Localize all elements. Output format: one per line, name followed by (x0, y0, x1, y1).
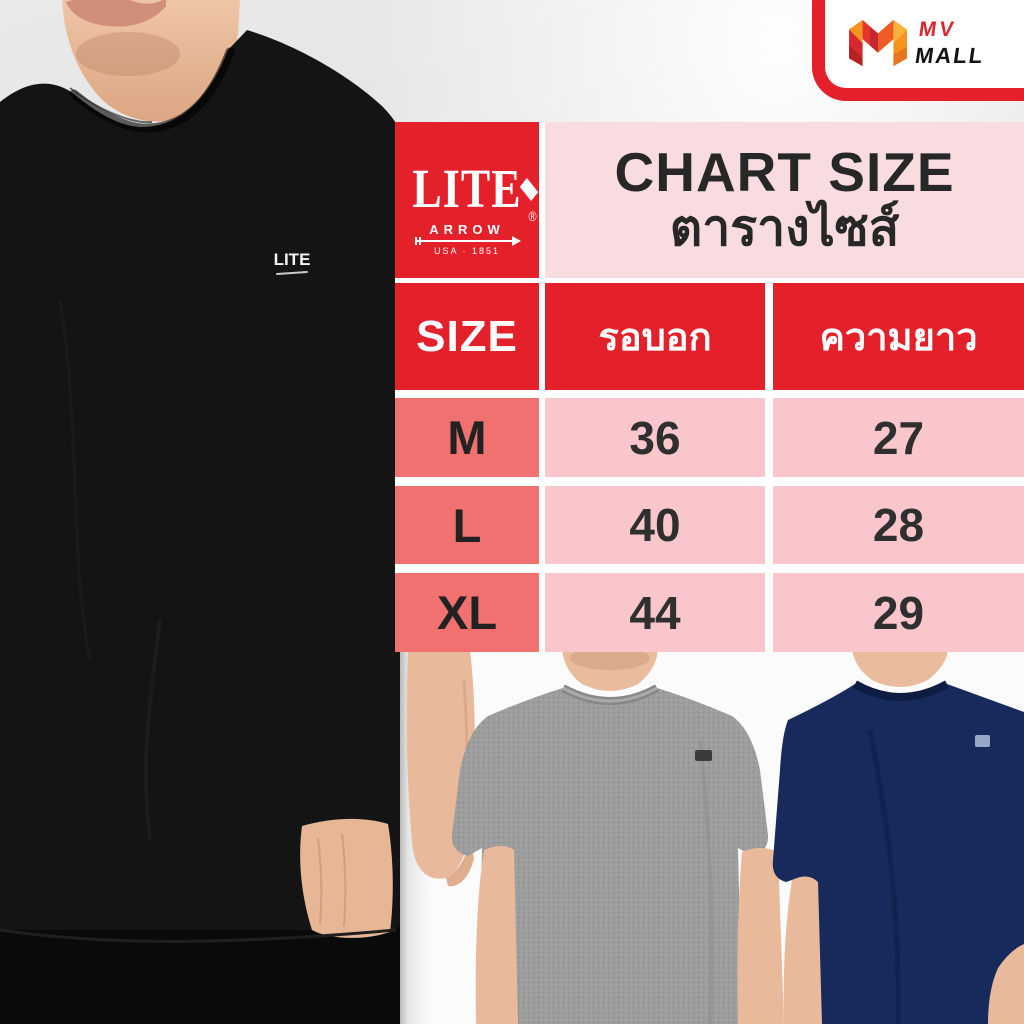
gray-tee-chest-logo (695, 750, 712, 761)
chest-cell-xl: 44 (545, 573, 765, 652)
size-cell-m: M (395, 398, 539, 477)
brand-origin-text: USA · 1851 (433, 246, 501, 256)
col-header-chest: รอบอก (545, 283, 765, 390)
size-chart: LITE ® ARROW USA · 1851 CHART SIZE ตาราง… (395, 122, 1024, 652)
lite-logo-diamond-icon (519, 178, 538, 201)
arrow-logo-text: ARROW (429, 222, 505, 237)
mv-text: MV (917, 18, 959, 41)
size-cell-xl: XL (395, 573, 539, 652)
mall-text: MALL (913, 43, 987, 68)
length-cell-l: 28 (773, 486, 1024, 564)
chest-cell-l: 40 (545, 486, 765, 564)
registered-mark: ® (528, 209, 538, 225)
col-header-size: SIZE (395, 283, 539, 390)
arrow-underline-icon (415, 236, 521, 246)
length-cell-m: 27 (773, 398, 1024, 477)
navy-tee-figure (772, 650, 1024, 1024)
chart-title-en: CHART SIZE (614, 140, 955, 203)
length-cell-xl: 29 (773, 573, 1024, 652)
size-chart-title: CHART SIZE ตารางไซส์ (545, 122, 1024, 278)
mv-mall-logo: MV MALL (812, 0, 1024, 101)
product-photos-illustration (406, 650, 1024, 1024)
mv-mall-m-icon (849, 19, 907, 67)
lite-chest-logo-text: LITE (273, 250, 311, 269)
product-photos-strip (400, 650, 1024, 1024)
model-photo-illustration (0, 0, 443, 1024)
chest-cell-m: 36 (545, 398, 765, 477)
chart-title-th: ตารางไซส์ (669, 200, 900, 257)
lite-arrow-logo: LITE ® ARROW USA · 1851 (395, 122, 539, 278)
lite-chest-logo: LITE (270, 250, 314, 276)
model-photo-main-black-tee: LITE (0, 0, 480, 1024)
navy-tee-chest-logo (975, 735, 990, 747)
gray-tee-figure (451, 650, 784, 1024)
size-cell-l: L (395, 486, 539, 564)
lite-logo-text: LITE (412, 158, 522, 220)
lite-logo-wordmark: LITE ® (412, 161, 538, 224)
col-header-length: ความยาว (773, 283, 1024, 390)
